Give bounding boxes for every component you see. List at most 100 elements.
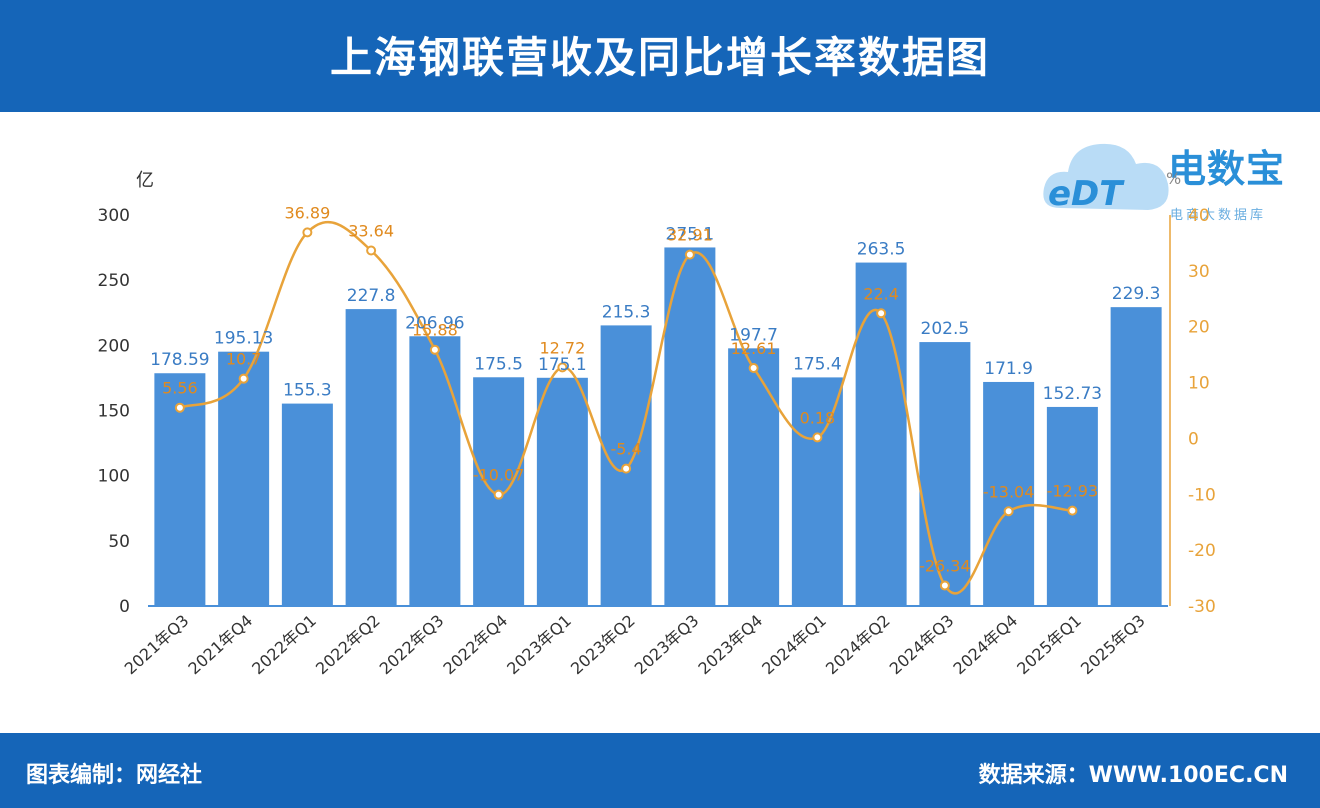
x-tick-label: 2022年Q4 [440, 611, 512, 678]
cloud-logo-icon [1043, 143, 1169, 210]
bar [919, 342, 971, 606]
y-axis-unit: 亿 [136, 170, 154, 191]
bar-value-label: 195.13 [214, 329, 273, 349]
growth-value-label: 12.61 [731, 339, 777, 358]
growth-point [302, 227, 313, 238]
bar [218, 351, 270, 606]
chart-area: 0 50 100 150 200 250 300 亿 -30 -20 -10 0 10 20 30 40% 17… [98, 169, 1216, 678]
bar-value-label: 202.5 [921, 319, 970, 339]
growth-point [493, 489, 504, 500]
growth-value-label: -5.4 [611, 440, 642, 459]
bar [409, 336, 461, 606]
bar [664, 247, 716, 606]
bar-value-label: 175.4 [793, 354, 842, 374]
growth-point [366, 245, 377, 256]
growth-value-label: 10.7 [226, 350, 262, 369]
growth-point [557, 362, 568, 373]
y2-tick-label: 20 [1188, 318, 1210, 338]
growth-point [812, 432, 823, 443]
x-tick-label: 2024年Q3 [886, 611, 958, 678]
bar [345, 309, 397, 606]
y-tick-label: 300 [98, 206, 130, 226]
footer-source: 数据来源：WWW.100EC.CN [978, 763, 1288, 788]
growth-value-label: -26.34 [919, 557, 971, 576]
growth-point [238, 373, 249, 384]
growth-value-label: 33.64 [348, 222, 394, 241]
footer-bar: 图表编制：网经社 数据来源：WWW.100EC.CN [0, 733, 1320, 808]
growth-value-label: 5.56 [162, 379, 198, 398]
edt-text: eDT [1048, 174, 1123, 214]
growth-value-label: -10.07 [473, 466, 525, 485]
growth-line [179, 220, 1073, 595]
bar-value-label: 152.73 [1043, 384, 1102, 404]
y2-tick-label: 40 [1188, 206, 1210, 226]
x-tick-label: 2023年Q2 [567, 611, 639, 678]
logo: eDT 电数宝 电商大数据库 [1040, 128, 1310, 223]
y2-tick-label: -10 [1188, 485, 1216, 505]
growth-point [621, 463, 632, 474]
x-tick-label: 2022年Q2 [312, 611, 384, 678]
x-tick-label: 2025年Q1 [1013, 611, 1085, 678]
growth-value-label: 0.18 [800, 408, 836, 427]
y2-tick-label: -30 [1188, 597, 1216, 617]
growth-value-label: -13.04 [983, 482, 1035, 501]
y-tick-label: 200 [98, 336, 130, 356]
brand-text: 电数宝 [1168, 147, 1286, 191]
bar [728, 348, 780, 606]
growth-value-label: 32.91 [667, 226, 713, 245]
y-tick-label: 0 [119, 597, 130, 617]
x-tick-label: 2021年Q4 [185, 611, 257, 678]
x-tick-label: 2022年Q1 [248, 611, 320, 678]
growth-point [429, 344, 440, 355]
bar-value-label: 229.3 [1112, 284, 1161, 304]
growth-point [939, 580, 950, 591]
bar-value-label: 175.1 [538, 355, 587, 375]
footer-credit: 图表编制：网经社 [26, 763, 203, 788]
bar-value-label: 215.3 [602, 302, 651, 322]
bar-value-label: 227.8 [347, 286, 396, 306]
y2-tick-label: 0 [1188, 429, 1199, 449]
chart-title: 上海钢联营收及同比增长率数据图 [329, 33, 990, 82]
y-tick-label: 250 [98, 271, 130, 291]
growth-point [1003, 506, 1014, 517]
bar-value-label: 175.5 [474, 354, 523, 374]
bar [536, 377, 588, 606]
bar-value-label: 206.96 [405, 313, 464, 333]
y2-tick-label: 10 [1188, 374, 1210, 394]
bar [281, 403, 333, 606]
x-tick-label: 2023年Q4 [695, 611, 767, 678]
growth-point [1067, 505, 1078, 516]
brand-sub-text: 电商大数据库 [1170, 208, 1267, 223]
y-tick-label: 100 [98, 467, 130, 487]
x-tick-label: 2024年Q1 [758, 611, 830, 678]
bar-value-label: 197.7 [729, 325, 778, 345]
y2-tick-label: -20 [1188, 541, 1216, 561]
growth-point [684, 249, 695, 260]
y-tick-label: 150 [98, 402, 130, 422]
bar [983, 381, 1035, 606]
growth-value-label: 15.88 [412, 321, 458, 340]
bar [791, 377, 843, 606]
y-tick-label: 50 [108, 532, 130, 552]
growth-value-label: 22.4 [863, 284, 899, 303]
growth-point [748, 362, 759, 373]
header-bar: 上海钢联营收及同比增长率数据图 [0, 0, 1320, 112]
y2-axis-unit: % [1166, 169, 1181, 188]
y2-tick-label: 30 [1188, 262, 1210, 282]
x-tick-label: 2024年Q2 [822, 611, 894, 678]
x-tick-label: 2025年Q3 [1077, 611, 1149, 678]
bar [1110, 307, 1162, 606]
growth-value-label: 36.89 [284, 203, 330, 222]
x-tick-label: 2023年Q1 [503, 611, 575, 678]
x-tick-label: 2023年Q3 [631, 611, 703, 678]
growth-point [174, 402, 185, 413]
bar-value-label: 263.5 [857, 240, 906, 260]
x-tick-label: 2021年Q3 [121, 611, 193, 678]
growth-value-label: -12.93 [1047, 482, 1099, 501]
bar-value-label: 155.3 [283, 381, 332, 401]
bar-value-label: 171.9 [984, 359, 1033, 379]
x-tick-label: 2022年Q3 [376, 611, 448, 678]
x-tick-label: 2024年Q4 [950, 611, 1022, 678]
bar-value-label: 275.1 [666, 224, 715, 244]
growth-value-label: 12.72 [539, 338, 585, 357]
